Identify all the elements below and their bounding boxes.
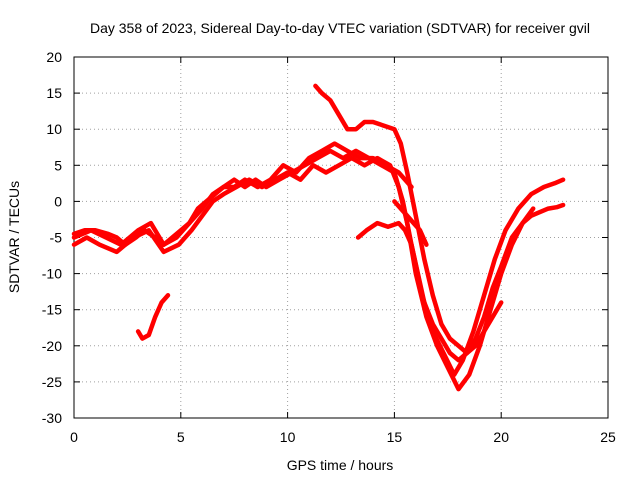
x-tick-label: 25 — [600, 429, 616, 445]
series-line-track-c — [71, 141, 414, 247]
y-tick-label: 10 — [46, 121, 62, 137]
x-tick-label: 20 — [493, 429, 509, 445]
x-tick-label: 15 — [387, 429, 403, 445]
x-tick-label: 0 — [70, 429, 78, 445]
y-tick-label: 5 — [54, 157, 62, 173]
y-tick-label: 20 — [46, 49, 62, 65]
axis-ticks: 0 5 10 15 20 25 -30 -25 -20 -15 -10 -5 0 5 10 15 20 — [42, 49, 616, 445]
y-axis-label: SDTVAR / TECUs — [6, 181, 22, 293]
series-line-track-d — [135, 293, 171, 341]
y-tick-label: -10 — [42, 266, 62, 282]
y-tick-label: -20 — [42, 338, 62, 354]
series-line-track-b — [71, 155, 536, 392]
x-axis-label: GPS time / hours — [287, 457, 394, 473]
y-tick-label: -25 — [42, 374, 62, 390]
series-line-track-a — [71, 148, 566, 377]
series-line-track-f — [355, 202, 566, 363]
y-tick-label: -15 — [42, 302, 62, 318]
y-tick-label: -30 — [42, 410, 62, 426]
chart-title: Day 358 of 2023, Sidereal Day-to-day VTE… — [90, 20, 590, 36]
x-tick-label: 10 — [280, 429, 296, 445]
y-tick-label: -5 — [50, 230, 63, 246]
series-line-track-g — [392, 199, 429, 247]
y-tick-label: 15 — [46, 85, 62, 101]
x-tick-label: 5 — [177, 429, 185, 445]
grid — [74, 57, 608, 418]
y-tick-label: 0 — [54, 193, 62, 209]
series-layer — [71, 83, 566, 392]
